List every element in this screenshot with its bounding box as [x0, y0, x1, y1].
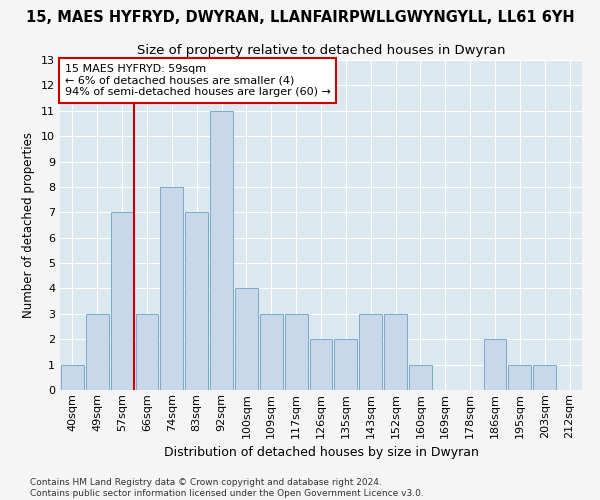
Bar — [235, 288, 258, 390]
Bar — [334, 339, 357, 390]
Bar — [160, 187, 183, 390]
Bar — [508, 364, 531, 390]
Bar — [533, 364, 556, 390]
Bar — [484, 339, 506, 390]
Bar — [310, 339, 332, 390]
X-axis label: Distribution of detached houses by size in Dwyran: Distribution of detached houses by size … — [164, 446, 478, 459]
Bar — [111, 212, 134, 390]
Bar — [136, 314, 158, 390]
Text: 15 MAES HYFRYD: 59sqm
← 6% of detached houses are smaller (4)
94% of semi-detach: 15 MAES HYFRYD: 59sqm ← 6% of detached h… — [65, 64, 331, 97]
Bar — [210, 111, 233, 390]
Bar — [359, 314, 382, 390]
Bar — [384, 314, 407, 390]
Bar — [86, 314, 109, 390]
Text: Contains HM Land Registry data © Crown copyright and database right 2024.
Contai: Contains HM Land Registry data © Crown c… — [30, 478, 424, 498]
Title: Size of property relative to detached houses in Dwyran: Size of property relative to detached ho… — [137, 44, 505, 58]
Bar — [61, 364, 84, 390]
Bar — [185, 212, 208, 390]
Text: 15, MAES HYFRYD, DWYRAN, LLANFAIRPWLLGWYNGYLL, LL61 6YH: 15, MAES HYFRYD, DWYRAN, LLANFAIRPWLLGWY… — [26, 10, 574, 25]
Bar — [409, 364, 432, 390]
Bar — [285, 314, 308, 390]
Y-axis label: Number of detached properties: Number of detached properties — [22, 132, 35, 318]
Bar — [260, 314, 283, 390]
